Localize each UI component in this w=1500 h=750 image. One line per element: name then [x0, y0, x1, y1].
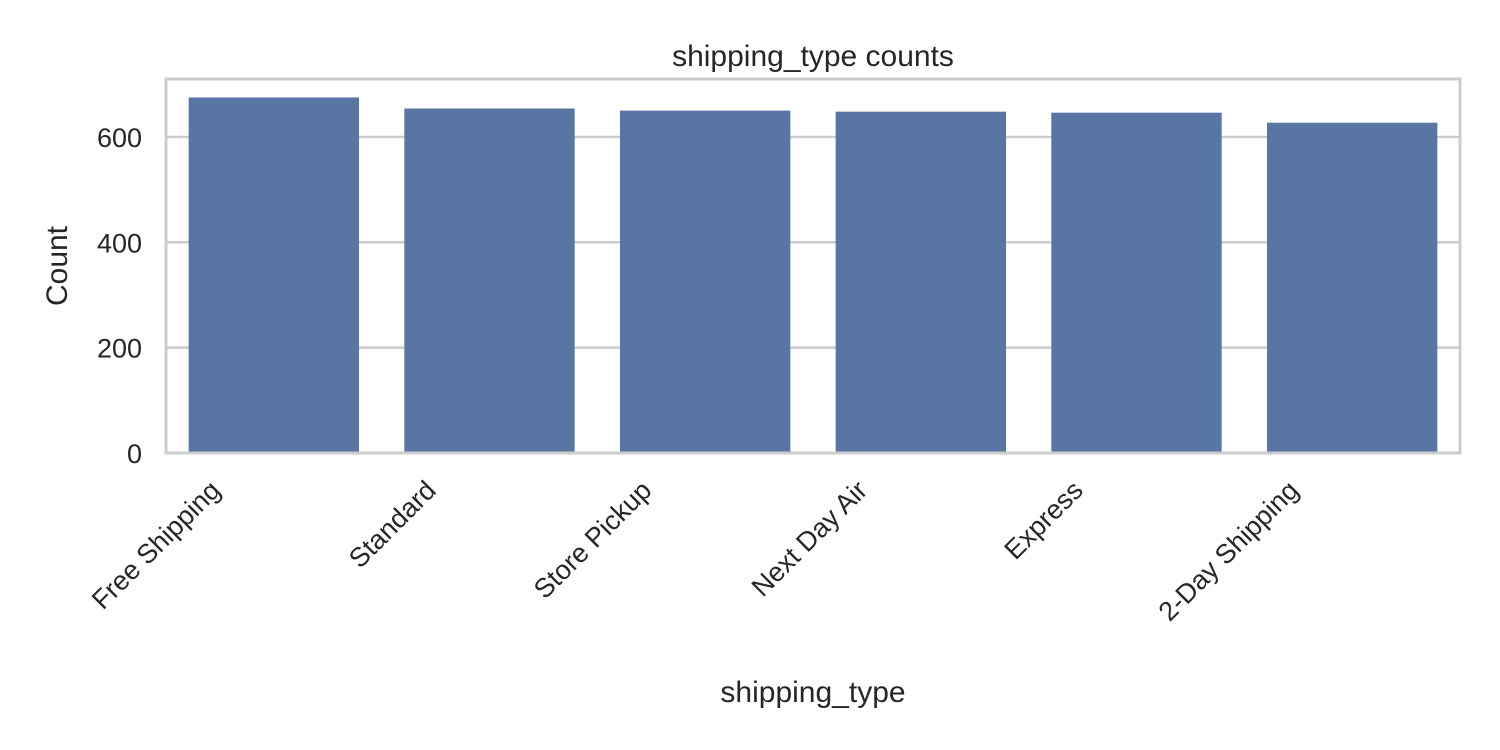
- x-tick-label: Express: [999, 475, 1089, 565]
- bar: [619, 110, 791, 453]
- bar: [1051, 112, 1222, 453]
- y-tick-label: 200: [97, 334, 142, 364]
- plot-frame: [164, 77, 1462, 455]
- y-tick-label: 400: [97, 228, 142, 258]
- x-tick-label: Store Pickup: [528, 475, 657, 604]
- x-tick-labels: Free Shipping Standard Store Pickup Next Da…: [86, 475, 1304, 627]
- y-tick-label: 600: [97, 123, 142, 153]
- y-axis-label: Count: [41, 225, 74, 306]
- bar: [188, 97, 360, 454]
- x-axis-label: shipping_type: [720, 676, 905, 709]
- chart-title: shipping_type counts: [672, 40, 954, 73]
- x-tick-label: 2-Day Shipping: [1153, 475, 1305, 627]
- bars: [188, 97, 1438, 454]
- x-tick-label: Free Shipping: [86, 475, 226, 615]
- x-tick-label: Standard: [343, 475, 442, 574]
- bar: [1266, 122, 1438, 453]
- y-tick-labels: 0 200 400 600: [97, 123, 142, 469]
- x-tick-label: Next Day Air: [746, 475, 873, 602]
- bar: [835, 111, 1007, 454]
- gridlines: [166, 135, 1460, 349]
- y-tick-label: 0: [127, 439, 142, 469]
- bar: [404, 108, 575, 453]
